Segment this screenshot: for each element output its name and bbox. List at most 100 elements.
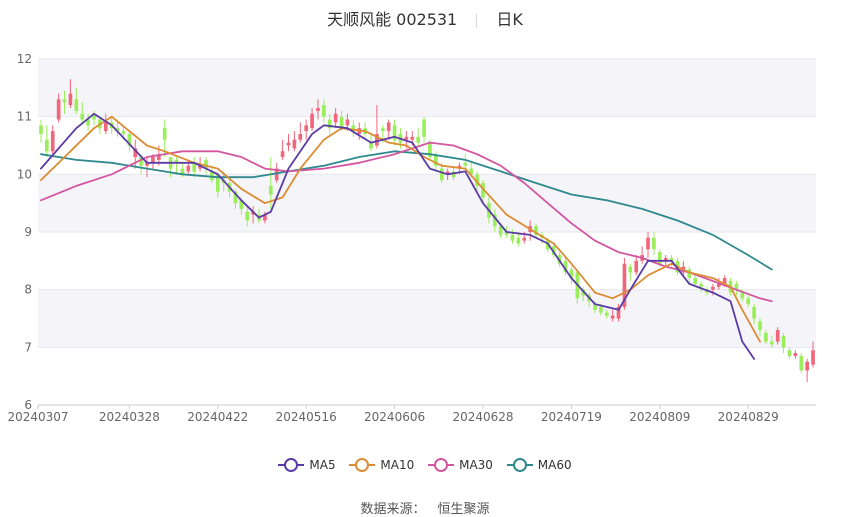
candle-body (764, 332, 768, 342)
x-tick-label: 20240829 (718, 410, 779, 424)
candle-body (498, 226, 503, 235)
x-tick-label: 20240516 (276, 410, 337, 424)
candle-body (646, 237, 650, 250)
x-tick-label: 20240307 (7, 410, 68, 424)
candle-body (740, 292, 745, 299)
candle-body (375, 133, 379, 146)
x-axis: 20240307 20240328 20240422 20240516 20240606… (7, 404, 816, 424)
legend-item-ma30[interactable]: MA30 (428, 458, 493, 472)
candle-body (522, 237, 527, 241)
period-label: 日K (496, 10, 523, 29)
candle-body (286, 142, 291, 146)
candle-body (327, 119, 332, 129)
candle-body (693, 278, 698, 284)
y-tick-label: 11 (17, 110, 32, 124)
candle-body (145, 162, 149, 166)
candle-body (380, 128, 385, 132)
candle-body (428, 142, 432, 158)
candle-body (127, 133, 132, 146)
x-tick-label: 20240809 (629, 410, 690, 424)
ma60-line (40, 150, 773, 271)
legend-label-ma60: MA60 (537, 458, 572, 472)
candle-body (569, 269, 574, 279)
candle-body (268, 185, 273, 195)
y-tick-label: 10 (17, 167, 32, 181)
candle-body (799, 355, 804, 371)
legend-label-ma5: MA5 (309, 458, 336, 472)
y-tick-label: 8 (24, 283, 32, 297)
candle-body (339, 116, 344, 129)
candle-body (121, 131, 126, 134)
legend-item-ma5[interactable]: MA5 (278, 458, 336, 472)
candle-body (445, 171, 450, 175)
legend-item-ma60[interactable]: MA60 (506, 458, 572, 472)
candle-body (162, 128, 167, 140)
ma60-swatch-icon (506, 458, 533, 472)
x-tick-label: 20240719 (541, 410, 602, 424)
candle-body (469, 168, 474, 175)
candle-body (292, 139, 297, 149)
candle-body (198, 165, 202, 169)
candle-body (616, 306, 621, 319)
candle-body (263, 214, 267, 221)
candle-body (758, 321, 762, 331)
candle-body (787, 350, 792, 356)
candle-body (210, 171, 214, 181)
candle-body (510, 234, 515, 241)
ma10-line (40, 115, 761, 343)
chart-title: 天顺风能 002531 日K (0, 6, 850, 30)
candle-body (652, 237, 656, 250)
x-tick-label: 20240606 (364, 410, 425, 424)
candle-body (775, 330, 780, 342)
ma5-swatch-icon (278, 458, 305, 472)
candle-body (416, 136, 420, 143)
candle-body (45, 139, 49, 152)
candle-body (769, 341, 774, 345)
candle-body (746, 298, 751, 305)
candle-body (115, 128, 120, 132)
candle-body (298, 133, 303, 140)
candle-body (475, 174, 479, 186)
candle-body (599, 306, 603, 313)
legend-label-ma30: MA30 (459, 458, 493, 472)
candle-body (239, 200, 244, 209)
candle-body (345, 119, 350, 126)
candle-body (516, 237, 521, 244)
candle-body (351, 125, 356, 132)
title-separator (476, 13, 478, 28)
candle-body (581, 289, 586, 296)
candle-body (463, 162, 468, 166)
candle-body (434, 154, 438, 166)
candle-body (316, 108, 320, 111)
candle-body (669, 257, 674, 261)
candle-body (204, 159, 208, 169)
candle-body (699, 283, 703, 287)
candle-body (233, 191, 238, 204)
candle-body (805, 361, 809, 371)
grid-bands (38, 58, 816, 406)
y-axis: 6 7 8 9 10 11 12 (17, 52, 32, 412)
candle-body (180, 168, 185, 175)
candle-body (793, 353, 798, 356)
candle-body (86, 119, 90, 126)
candle-body (634, 260, 639, 273)
legend: MA5 MA10 MA30 MA60 (0, 458, 850, 475)
candle-body (92, 113, 96, 120)
candle-body (711, 286, 715, 290)
candle-body (610, 315, 615, 319)
candle-body (410, 136, 415, 140)
candle-body (722, 278, 727, 284)
legend-item-ma10[interactable]: MA10 (349, 458, 414, 472)
candle-body (811, 350, 815, 365)
candle-body (80, 113, 85, 120)
candle-body (752, 306, 756, 319)
candle-body (274, 168, 279, 181)
candle-body (687, 269, 692, 279)
candle-body (304, 125, 309, 132)
candle-body (481, 182, 485, 198)
candle-body (404, 136, 409, 140)
candle-body (781, 335, 786, 348)
candle-body (310, 113, 314, 129)
grid-band (38, 174, 816, 232)
candle-body (657, 252, 662, 264)
